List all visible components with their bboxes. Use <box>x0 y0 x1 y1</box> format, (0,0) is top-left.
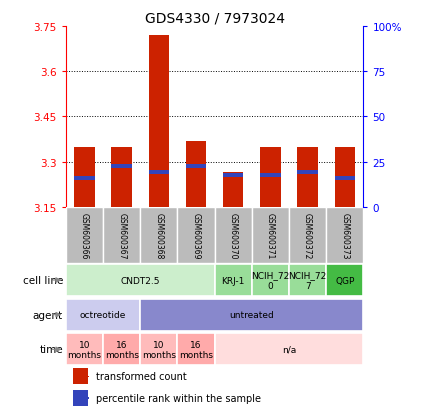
Bar <box>149 171 169 175</box>
Text: octreotide: octreotide <box>80 311 126 319</box>
Text: agent: agent <box>33 310 63 320</box>
Bar <box>103 334 140 366</box>
Bar <box>74 147 95 207</box>
Bar <box>140 334 178 366</box>
Bar <box>260 147 281 207</box>
Bar <box>140 299 363 331</box>
Text: GSM600366: GSM600366 <box>80 212 89 259</box>
Text: GSM600368: GSM600368 <box>154 212 163 259</box>
Text: GSM600370: GSM600370 <box>229 212 238 259</box>
Bar <box>252 264 289 296</box>
Bar <box>326 264 363 296</box>
Bar <box>334 177 355 180</box>
Text: cell line: cell line <box>23 275 63 285</box>
Bar <box>75 397 89 399</box>
Text: 16
months: 16 months <box>179 340 213 359</box>
Bar <box>178 207 215 263</box>
Bar <box>66 299 140 331</box>
Bar <box>66 207 103 263</box>
Text: untreated: untreated <box>230 311 274 319</box>
Bar <box>215 207 252 263</box>
Text: KRJ-1: KRJ-1 <box>221 276 245 285</box>
Bar <box>111 165 132 169</box>
Text: percentile rank within the sample: percentile rank within the sample <box>96 393 261 403</box>
Text: GSM600369: GSM600369 <box>192 212 201 259</box>
Text: n/a: n/a <box>282 345 296 354</box>
Bar <box>298 147 318 207</box>
Text: GSM600373: GSM600373 <box>340 212 349 259</box>
Bar <box>223 173 244 207</box>
Text: NCIH_72
7: NCIH_72 7 <box>289 271 327 290</box>
Bar <box>73 368 88 385</box>
Text: time: time <box>39 344 63 354</box>
Text: CNDT2.5: CNDT2.5 <box>121 276 160 285</box>
Bar <box>73 390 88 406</box>
Text: GSM600372: GSM600372 <box>303 212 312 259</box>
Bar <box>326 207 363 263</box>
Text: NCIH_72
0: NCIH_72 0 <box>251 271 289 290</box>
Text: QGP: QGP <box>335 276 354 285</box>
Bar <box>111 147 132 207</box>
Text: 16
months: 16 months <box>105 340 139 359</box>
Bar <box>178 334 215 366</box>
Text: 10
months: 10 months <box>142 340 176 359</box>
Bar <box>334 147 355 207</box>
Bar <box>260 174 281 178</box>
Bar <box>66 264 215 296</box>
Text: transformed count: transformed count <box>96 372 187 382</box>
Bar <box>215 334 363 366</box>
Bar <box>298 171 318 175</box>
Bar <box>252 207 289 263</box>
Bar <box>223 174 244 178</box>
Bar <box>103 207 140 263</box>
Bar <box>289 264 326 296</box>
Bar <box>186 165 206 169</box>
Bar <box>215 264 252 296</box>
Title: GDS4330 / 7973024: GDS4330 / 7973024 <box>144 12 285 26</box>
Bar <box>75 375 89 377</box>
Bar <box>74 177 95 180</box>
Bar <box>149 36 169 207</box>
Text: GSM600367: GSM600367 <box>117 212 126 259</box>
Bar <box>140 207 178 263</box>
Text: GSM600371: GSM600371 <box>266 212 275 259</box>
Bar <box>186 141 206 207</box>
Text: 10
months: 10 months <box>68 340 102 359</box>
Bar <box>289 207 326 263</box>
Bar <box>66 334 103 366</box>
